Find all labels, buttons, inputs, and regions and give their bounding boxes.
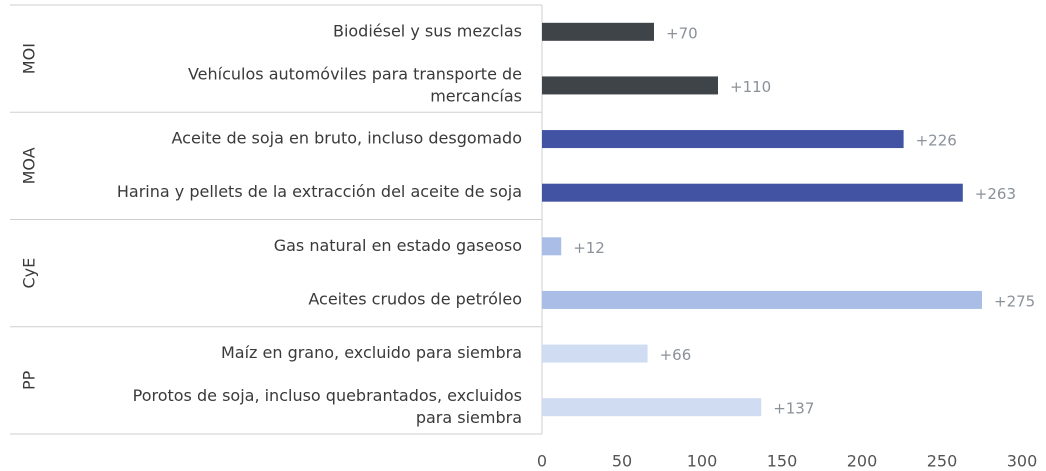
- group-label: PP: [20, 370, 39, 390]
- bar: [542, 76, 718, 95]
- group-label: CyE: [20, 258, 39, 289]
- category-label-line: mercancías: [430, 86, 522, 105]
- group-label: MOA: [20, 147, 39, 184]
- value-label: +66: [660, 346, 692, 364]
- value-label: +12: [573, 239, 605, 257]
- x-tick-label: 0: [537, 452, 547, 471]
- x-tick-label: 200: [847, 452, 878, 471]
- bar: [542, 22, 654, 41]
- value-label: +226: [916, 132, 957, 150]
- x-tick-label: 100: [687, 452, 718, 471]
- value-label: +110: [730, 78, 771, 96]
- bar: [542, 183, 963, 202]
- category-label-line: para siembra: [416, 408, 522, 427]
- value-label: +137: [773, 400, 814, 418]
- bar: [542, 344, 648, 363]
- category-label: Vehículos automóviles para transporte de…: [188, 64, 522, 105]
- x-tick-label: 50: [612, 452, 632, 471]
- bar: [542, 290, 982, 309]
- value-label: +70: [666, 24, 698, 42]
- x-tick-label: 250: [927, 452, 958, 471]
- category-label: Biodiésel y sus mezclas: [333, 21, 522, 40]
- group-label: MOI: [20, 43, 39, 74]
- category-label: Aceites crudos de petróleo: [308, 289, 522, 308]
- x-tick-label: 300: [1007, 452, 1038, 471]
- category-label-line: Vehículos automóviles para transporte de: [188, 64, 522, 83]
- bar: [542, 130, 904, 149]
- value-label: +263: [975, 185, 1016, 203]
- bar: [542, 237, 562, 256]
- category-label: Maíz en grano, excluido para siembra: [221, 343, 522, 362]
- x-tick-label: 150: [767, 452, 798, 471]
- category-label: Aceite de soja en bruto, incluso desgoma…: [172, 129, 522, 148]
- value-label: +275: [994, 292, 1035, 310]
- bar: [542, 398, 762, 417]
- category-label: Harina y pellets de la extracción del ac…: [117, 182, 522, 201]
- category-label-line: Porotos de soja, incluso quebrantados, e…: [133, 386, 522, 405]
- category-label: Gas natural en estado gaseoso: [274, 236, 522, 255]
- category-label: Porotos de soja, incluso quebrantados, e…: [133, 386, 522, 427]
